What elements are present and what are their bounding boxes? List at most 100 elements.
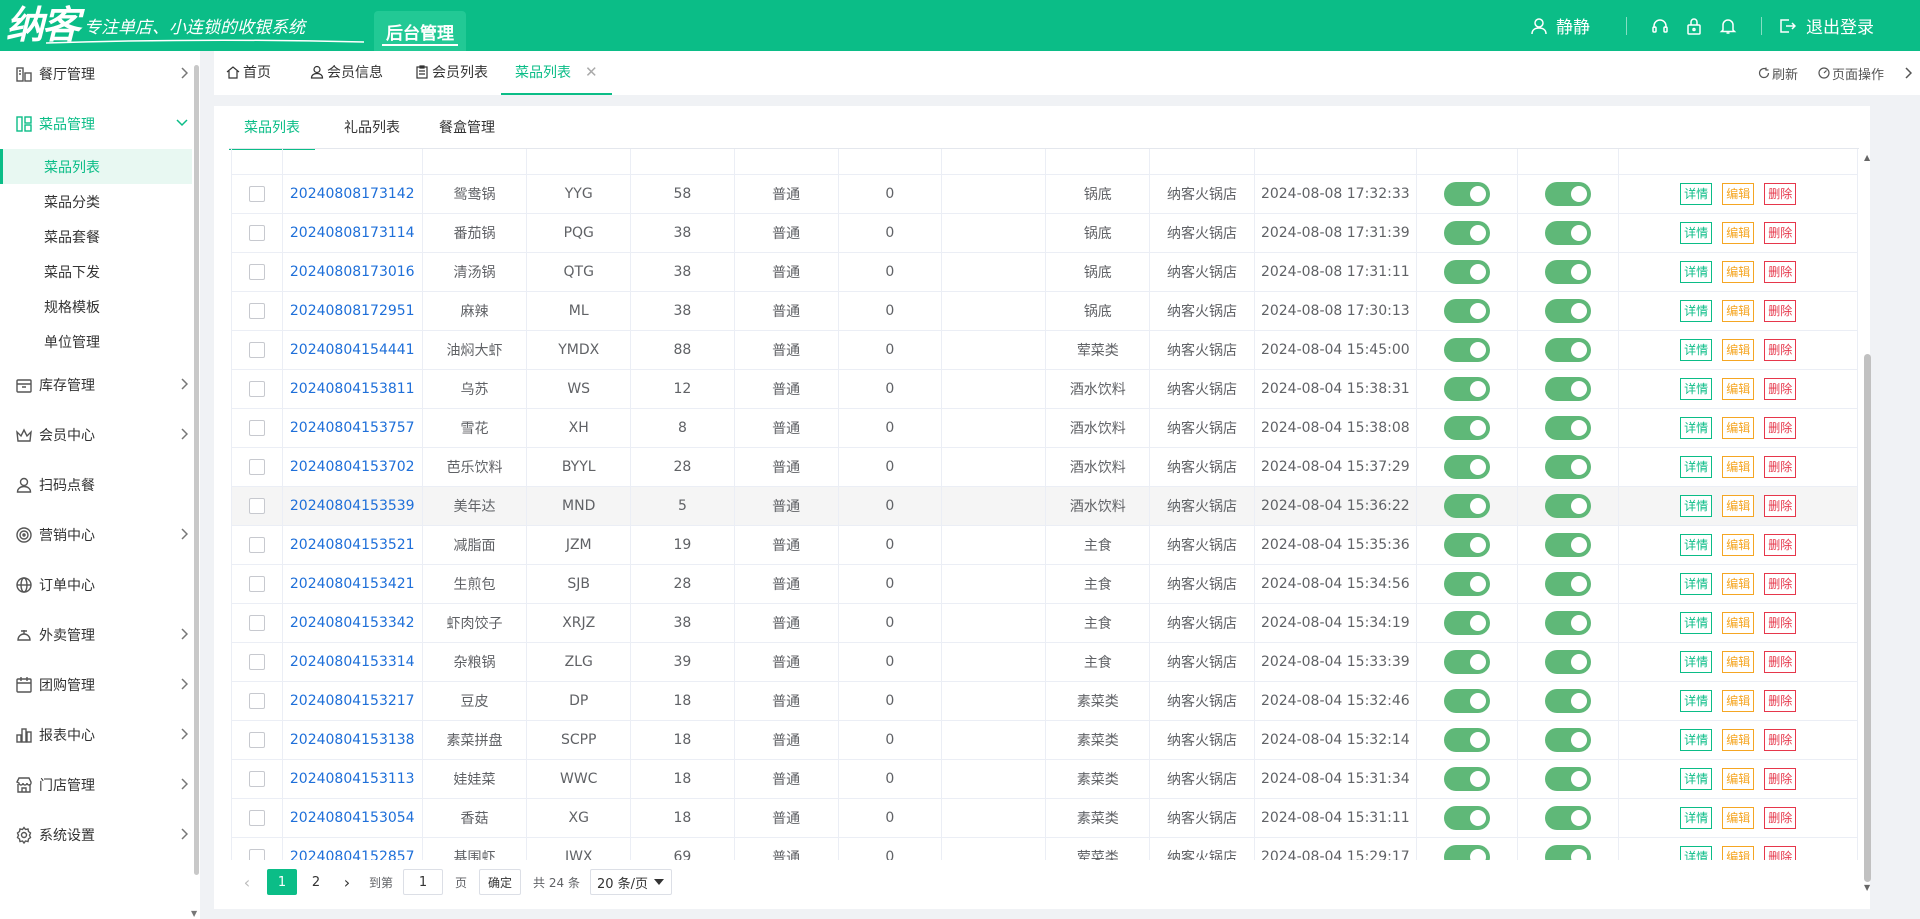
tab-home[interactable]: 首页	[226, 51, 271, 93]
sidebar-item-dishes[interactable]: 菜品管理	[0, 104, 192, 144]
logout-button[interactable]: 退出登录	[1778, 0, 1874, 51]
row-checkbox[interactable]	[248, 575, 265, 592]
sale-toggle[interactable]	[1545, 727, 1592, 752]
sidebar-item-marketing[interactable]: 营销中心	[0, 515, 192, 555]
status-toggle[interactable]	[1444, 766, 1491, 791]
status-toggle[interactable]	[1444, 610, 1491, 635]
table-row[interactable]: 20240804153138 素菜拼盘 SCPP 18 普通 0 素菜类 纳客火锅店 2024-…	[232, 720, 1858, 760]
delete-button[interactable]: 删除	[1764, 416, 1797, 439]
row-checkbox[interactable]	[248, 185, 265, 202]
status-toggle[interactable]	[1444, 181, 1491, 206]
dish-code-link[interactable]: 20240804153811	[282, 369, 423, 409]
edit-button[interactable]: 编辑	[1722, 845, 1755, 860]
edit-button[interactable]: 编辑	[1722, 611, 1755, 634]
delete-button[interactable]: 删除	[1764, 572, 1797, 595]
sidebar-item-scan-order[interactable]: 扫码点餐	[0, 465, 192, 505]
table-row[interactable]: 20240804153539 美年达 MND 5 普通 0 酒水饮料 纳客火锅店 2024-08…	[232, 486, 1858, 526]
sale-toggle[interactable]	[1545, 571, 1592, 596]
delete-button[interactable]: 删除	[1764, 455, 1797, 478]
scroll-down-icon[interactable]: ▼	[191, 909, 198, 918]
edit-button[interactable]: 编辑	[1722, 650, 1755, 673]
dish-code-link[interactable]: 20240804153054	[282, 798, 423, 838]
detail-button[interactable]: 详情	[1680, 377, 1713, 400]
delete-button[interactable]: 删除	[1764, 338, 1797, 361]
table-row[interactable]: 20240804153113 娃娃菜 WWC 18 普通 0 素菜类 纳客火锅店 2024-08…	[232, 759, 1858, 799]
sale-toggle[interactable]	[1545, 220, 1592, 245]
delete-button[interactable]: 删除	[1764, 611, 1797, 634]
table-row[interactable]: 20240804153054 香菇 XG 18 普通 0 素菜类 纳客火锅店 2024-08-0…	[232, 798, 1858, 838]
detail-button[interactable]: 详情	[1680, 260, 1713, 283]
delete-button[interactable]: 删除	[1764, 689, 1797, 712]
edit-button[interactable]: 编辑	[1722, 494, 1755, 517]
delete-button[interactable]: 删除	[1764, 845, 1797, 860]
row-checkbox[interactable]	[248, 848, 265, 860]
page-ops-button[interactable]: 页面操作	[1818, 64, 1884, 83]
sidebar-item-delivery[interactable]: 外卖管理	[0, 615, 192, 655]
prev-page-icon[interactable]: ‹	[243, 872, 251, 892]
row-checkbox[interactable]	[248, 770, 265, 787]
row-checkbox[interactable]	[248, 653, 265, 670]
table-row[interactable]: 20240804153217 豆皮 DP 18 普通 0 素菜类 纳客火锅店 2024-08-0…	[232, 681, 1858, 721]
edit-button[interactable]: 编辑	[1722, 182, 1755, 205]
tab-member-list[interactable]: 会员列表	[415, 51, 488, 93]
table-row[interactable]: 20240804153811 乌苏 WS 12 普通 0 酒水饮料 纳客火锅店 2024-08-…	[232, 369, 1858, 409]
status-toggle[interactable]	[1444, 844, 1491, 860]
sale-toggle[interactable]	[1545, 415, 1592, 440]
edit-button[interactable]: 编辑	[1722, 689, 1755, 712]
dish-code-link[interactable]: 20240804153314	[282, 642, 423, 682]
status-toggle[interactable]	[1444, 727, 1491, 752]
delete-button[interactable]: 删除	[1764, 806, 1797, 829]
sale-toggle[interactable]	[1545, 493, 1592, 518]
dish-code-link[interactable]: 20240804154441	[282, 330, 423, 370]
dish-code-link[interactable]: 20240808172951	[282, 291, 423, 331]
sidebar-scrollbar[interactable]	[194, 65, 199, 875]
sale-toggle[interactable]	[1545, 532, 1592, 557]
detail-button[interactable]: 详情	[1680, 650, 1713, 673]
table-row[interactable]: 20240804153342 虾肉饺子 XRJZ 38 普通 0 主食 纳客火锅店 2024-0…	[232, 603, 1858, 643]
status-toggle[interactable]	[1444, 415, 1491, 440]
status-toggle[interactable]	[1444, 259, 1491, 284]
row-checkbox[interactable]	[248, 224, 265, 241]
row-checkbox[interactable]	[248, 614, 265, 631]
sale-toggle[interactable]	[1545, 259, 1592, 284]
status-toggle[interactable]	[1444, 454, 1491, 479]
table-row[interactable]: 20240804154441 油焖大虾 YMDX 88 普通 0 荤菜类 纳客火锅店 2024-…	[232, 330, 1858, 370]
edit-button[interactable]: 编辑	[1722, 377, 1755, 400]
page-number[interactable]: 2	[311, 874, 321, 890]
sale-toggle[interactable]	[1545, 610, 1592, 635]
detail-button[interactable]: 详情	[1680, 728, 1713, 751]
edit-button[interactable]: 编辑	[1722, 260, 1755, 283]
scroll-down-icon[interactable]: ▼	[1864, 883, 1871, 892]
scroll-up-icon[interactable]: ▲	[1864, 153, 1871, 162]
table-row[interactable]: 20240808173142 鸳鸯锅 YYG 58 普通 0 锅底 纳客火锅店 2024-08-…	[232, 174, 1858, 214]
sale-toggle[interactable]	[1545, 844, 1592, 860]
edit-button[interactable]: 编辑	[1722, 338, 1755, 361]
page-size-select[interactable]: 20 条/页	[589, 869, 672, 895]
table-row[interactable]: 20240804153702 芭乐饮料 BYYL 28 普通 0 酒水饮料 纳客火锅店 2024…	[232, 447, 1858, 487]
edit-button[interactable]: 编辑	[1722, 221, 1755, 244]
sale-toggle[interactable]	[1545, 454, 1592, 479]
row-checkbox[interactable]	[248, 809, 265, 826]
close-icon[interactable]: ✕	[585, 63, 598, 81]
dish-code-link[interactable]: 20240808173016	[282, 252, 423, 292]
detail-button[interactable]: 详情	[1680, 611, 1713, 634]
row-checkbox[interactable]	[248, 497, 265, 514]
sidebar-sub-dish-distribute[interactable]: 菜品下发	[44, 264, 100, 281]
dish-code-link[interactable]: 20240808173114	[282, 213, 423, 253]
refresh-button[interactable]: 刷新	[1758, 64, 1798, 83]
sidebar-item-orders[interactable]: 订单中心	[0, 565, 192, 605]
dish-code-link[interactable]: 20240804153539	[282, 486, 423, 526]
sidebar-sub-dish-category[interactable]: 菜品分类	[44, 194, 100, 211]
sidebar-item-group-buy[interactable]: 团购管理	[0, 665, 192, 705]
table-row[interactable]: 20240808173114 番茄锅 PQG 38 普通 0 锅底 纳客火锅店 2024-08-…	[232, 213, 1858, 253]
sale-toggle[interactable]	[1545, 298, 1592, 323]
delete-button[interactable]: 删除	[1764, 728, 1797, 751]
subtab-gift-list[interactable]: 礼品列表	[344, 120, 400, 136]
status-toggle[interactable]	[1444, 688, 1491, 713]
row-checkbox[interactable]	[248, 692, 265, 709]
status-toggle[interactable]	[1444, 298, 1491, 323]
detail-button[interactable]: 详情	[1680, 767, 1713, 790]
sidebar-item-reports[interactable]: 报表中心	[0, 715, 192, 755]
table-scrollbar-thumb[interactable]	[1864, 354, 1871, 882]
user-menu[interactable]: 静静	[1530, 0, 1590, 51]
